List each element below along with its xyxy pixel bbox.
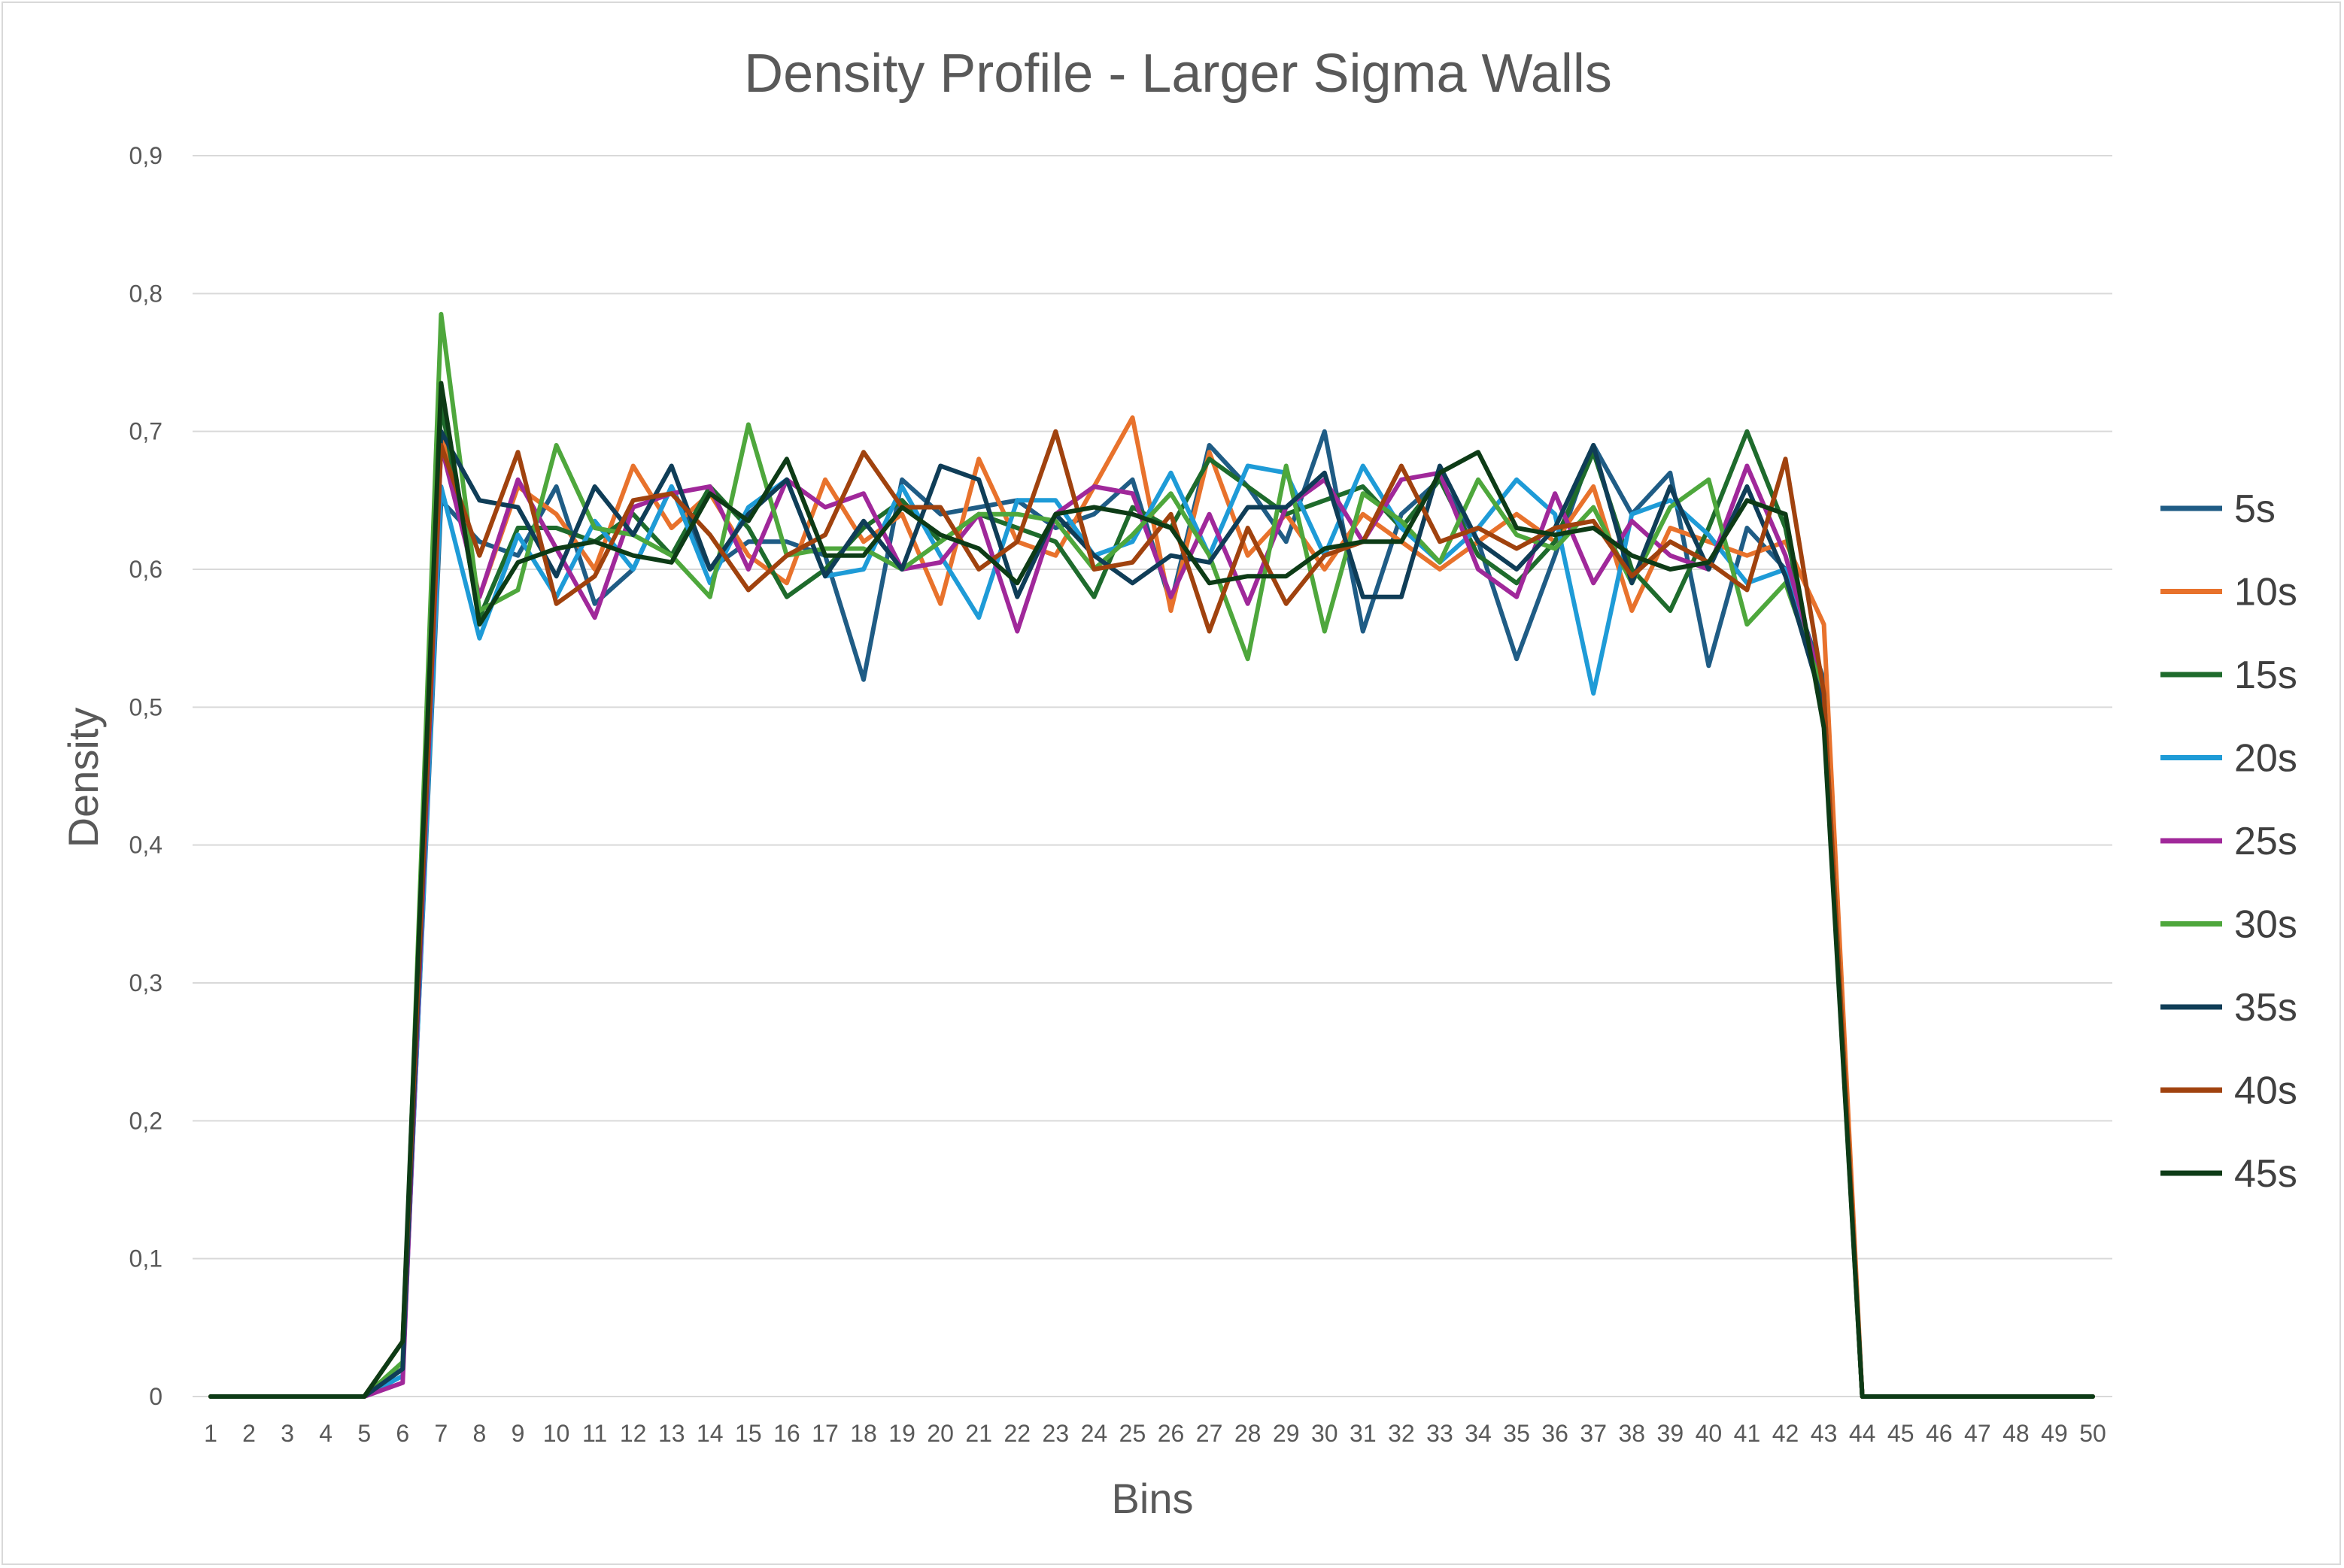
x-tick-label: 45 [1887, 1420, 1914, 1447]
line-chart: Density Profile - Larger Sigma Walls Den… [59, 44, 2297, 1522]
legend-label: 10s [2234, 571, 2297, 614]
legend-item[interactable]: 40s [2160, 1069, 2297, 1113]
y-tick-label: 0,7 [129, 418, 162, 445]
legend-item[interactable]: 15s [2160, 654, 2297, 697]
x-tick-label: 43 [1811, 1420, 1838, 1447]
legend-label: 5s [2234, 487, 2276, 531]
x-tick-label: 41 [1734, 1420, 1761, 1447]
x-tick-label: 10 [543, 1420, 570, 1447]
x-tick-label: 2 [242, 1420, 256, 1447]
x-axis-ticks: 1 2 3 4 5 6 7 8 9 10 11 12 13 14 15 16 17 18 19 20 21 22 23 24 2… [204, 1420, 2106, 1447]
series-lines [208, 311, 2095, 1399]
legend-item[interactable]: 20s [2160, 737, 2297, 781]
x-tick-label: 35 [1503, 1420, 1530, 1447]
series-line-45s [208, 381, 2095, 1399]
y-tick-label: 0,2 [129, 1107, 162, 1134]
x-tick-label: 7 [434, 1420, 448, 1447]
x-tick-label: 4 [319, 1420, 332, 1447]
legend-label: 40s [2234, 1069, 2297, 1113]
legend-item[interactable]: 25s [2160, 820, 2297, 863]
series-line-5s [208, 429, 2095, 1399]
gridlines [193, 155, 2112, 1397]
legend-label: 25s [2234, 820, 2297, 863]
legend-item[interactable]: 35s [2160, 986, 2297, 1030]
y-tick-label: 0,5 [129, 693, 162, 720]
x-tick-label: 19 [888, 1420, 915, 1447]
x-tick-label: 24 [1081, 1420, 1108, 1447]
x-tick-label: 32 [1388, 1420, 1415, 1447]
y-tick-label: 0,8 [129, 280, 162, 307]
x-tick-label: 50 [2079, 1420, 2106, 1447]
x-tick-label: 36 [1541, 1420, 1568, 1447]
x-tick-label: 44 [1849, 1420, 1876, 1447]
series-line-35s [208, 429, 2095, 1399]
y-axis-ticks: 0 0,1 0,2 0,3 0,4 0,5 0,6 0,7 0,8 0,9 [129, 142, 162, 1410]
legend-label: 30s [2234, 903, 2297, 947]
x-tick-label: 30 [1311, 1420, 1338, 1447]
x-tick-label: 42 [1772, 1420, 1799, 1447]
y-tick-label: 0,3 [129, 969, 162, 996]
x-tick-label: 37 [1580, 1420, 1607, 1447]
y-tick-label: 0 [149, 1383, 162, 1410]
x-tick-label: 8 [473, 1420, 487, 1447]
legend[interactable]: 5s 10s 15s 20s 25s 30s 35s 40s 45s [2160, 487, 2297, 1196]
x-tick-label: 38 [1618, 1420, 1645, 1447]
x-tick-label: 29 [1273, 1420, 1300, 1447]
x-tick-label: 27 [1196, 1420, 1223, 1447]
x-axis-title: Bins [1112, 1475, 1194, 1522]
y-tick-label: 0,4 [129, 832, 162, 859]
x-tick-label: 46 [1926, 1420, 1953, 1447]
x-tick-label: 28 [1234, 1420, 1262, 1447]
y-tick-label: 0,6 [129, 556, 162, 583]
legend-item[interactable]: 45s [2160, 1152, 2297, 1196]
legend-item[interactable]: 30s [2160, 903, 2297, 947]
x-tick-label: 25 [1119, 1420, 1146, 1447]
x-tick-label: 5 [357, 1420, 371, 1447]
series-line-40s [208, 429, 2095, 1399]
legend-label: 45s [2234, 1152, 2297, 1196]
x-tick-label: 13 [658, 1420, 685, 1447]
legend-label: 35s [2234, 986, 2297, 1030]
x-tick-label: 9 [512, 1420, 525, 1447]
x-tick-label: 20 [927, 1420, 954, 1447]
series-line-20s [208, 463, 2095, 1399]
x-tick-label: 47 [1964, 1420, 1991, 1447]
x-tick-label: 6 [396, 1420, 409, 1447]
legend-label: 15s [2234, 654, 2297, 697]
x-tick-label: 14 [697, 1420, 724, 1447]
x-tick-label: 1 [204, 1420, 217, 1447]
y-axis-title: Density [59, 708, 107, 848]
x-tick-label: 18 [850, 1420, 877, 1447]
chart-title: Density Profile - Larger Sigma Walls [744, 44, 1612, 104]
x-tick-label: 23 [1043, 1420, 1070, 1447]
x-tick-label: 12 [620, 1420, 647, 1447]
series-line-30s [208, 311, 2095, 1399]
x-tick-label: 22 [1003, 1420, 1031, 1447]
x-tick-label: 39 [1657, 1420, 1684, 1447]
x-tick-label: 34 [1465, 1420, 1492, 1447]
x-tick-label: 33 [1426, 1420, 1453, 1447]
legend-item[interactable]: 10s [2160, 571, 2297, 614]
legend-item[interactable]: 5s [2160, 487, 2276, 531]
x-tick-label: 31 [1350, 1420, 1377, 1447]
series-line-10s [208, 415, 2095, 1399]
x-tick-label: 17 [812, 1420, 839, 1447]
x-tick-label: 15 [735, 1420, 762, 1447]
y-tick-label: 0,1 [129, 1245, 162, 1272]
legend-label: 20s [2234, 737, 2297, 781]
y-tick-label: 0,9 [129, 142, 162, 169]
x-tick-label: 26 [1158, 1420, 1185, 1447]
x-tick-label: 48 [2002, 1420, 2030, 1447]
x-tick-label: 11 [582, 1420, 607, 1447]
x-tick-label: 3 [281, 1420, 294, 1447]
x-tick-label: 21 [965, 1420, 992, 1447]
x-tick-label: 40 [1696, 1420, 1723, 1447]
series-line-25s [208, 443, 2095, 1399]
x-tick-label: 16 [773, 1420, 800, 1447]
x-tick-label: 49 [2041, 1420, 2068, 1447]
